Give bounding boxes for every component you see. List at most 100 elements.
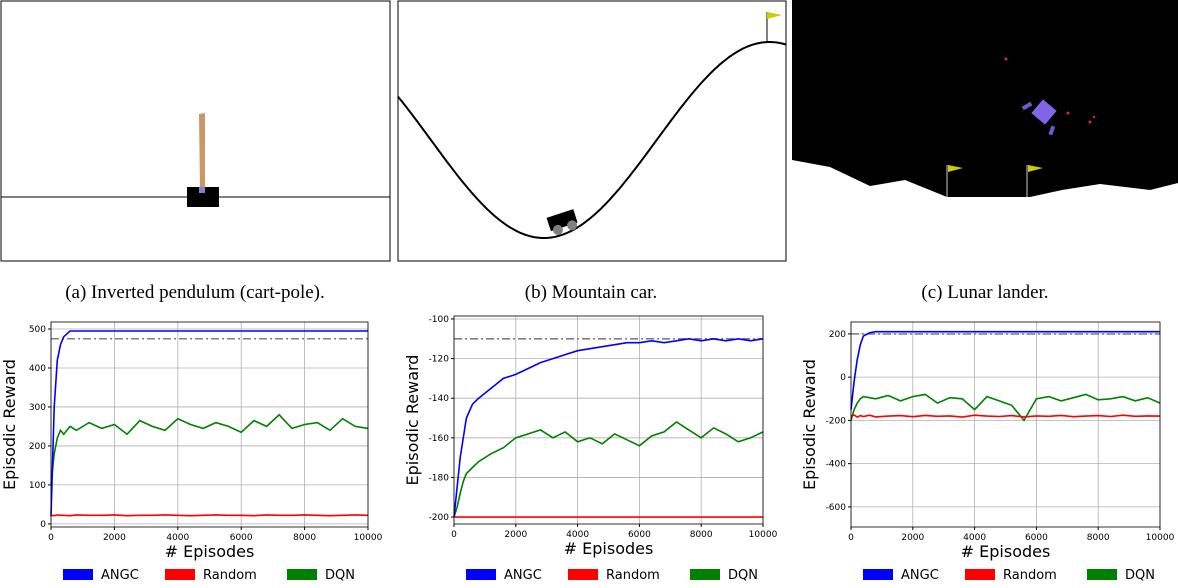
x-tick-label: 8000 [690, 530, 713, 540]
x-tick-label: 4000 [566, 530, 589, 540]
plot-area [851, 322, 1160, 527]
plot-frame [50, 321, 369, 528]
lander-leg [1048, 125, 1056, 136]
x-tick-label: 10000 [354, 533, 383, 543]
plot-area [51, 322, 368, 527]
series-line [850, 330, 1160, 410]
lander-leg [1021, 101, 1033, 111]
y-tick-label: 300 [29, 403, 46, 413]
car-body [546, 209, 578, 232]
x-axis-label: # Episodes [961, 542, 1051, 561]
legend-swatch [165, 569, 195, 580]
x-tick-label: 8000 [1087, 533, 1110, 543]
mountain-car-scene [397, 0, 787, 262]
y-tick-label: -200 [826, 416, 847, 426]
legend-swatch [690, 569, 720, 580]
y-tick-label: 500 [29, 325, 46, 335]
x-tick-label: 4000 [166, 533, 189, 543]
series-line [453, 337, 764, 518]
x-tick-label: 6000 [628, 530, 651, 540]
particle [1092, 115, 1096, 119]
x-tick-label: 6000 [230, 533, 253, 543]
flag [1028, 165, 1043, 172]
terrain [792, 160, 1178, 262]
y-tick-label: -600 [826, 503, 847, 513]
x-axis-label: # Episodes [165, 542, 255, 561]
y-tick-label: -160 [429, 434, 450, 444]
legend-label: DQN [325, 568, 355, 583]
y-tick-label: 0 [840, 373, 846, 383]
cart [187, 187, 219, 207]
wheel [567, 220, 578, 231]
legend-swatch [863, 569, 893, 580]
x-tick-label: 10000 [1146, 533, 1175, 543]
x-tick-label: 2000 [103, 533, 126, 543]
y-axis-label: Episodic Reward [403, 355, 422, 486]
legend-swatch [965, 569, 995, 580]
y-tick-label: 100 [29, 481, 46, 491]
plot-area [454, 316, 763, 524]
series-line [453, 421, 764, 518]
legend-label: DQN [1125, 568, 1155, 583]
x-tick-label: 2000 [504, 530, 527, 540]
lander [1031, 99, 1057, 125]
flag [948, 165, 963, 172]
y-tick-label: -200 [429, 513, 450, 523]
legend-swatch [63, 569, 93, 580]
series-line [50, 514, 369, 517]
legend-label: DQN [728, 568, 758, 583]
x-tick-label: 6000 [1025, 533, 1048, 543]
plot-frame [850, 321, 1161, 528]
legend-swatch [568, 569, 598, 580]
lunar-lander-scene [792, 0, 1178, 262]
mountain [397, 41, 787, 239]
pole [199, 113, 205, 190]
x-tick-label: 4000 [963, 533, 986, 543]
series-line [50, 330, 368, 517]
legend-label: ANGC [101, 568, 139, 583]
x-tick-label: 10000 [749, 530, 778, 540]
y-tick-label: -100 [429, 315, 450, 325]
legend-label: Random [203, 568, 257, 583]
series-line [850, 393, 1161, 422]
y-tick-label: 200 [829, 330, 846, 340]
y-tick-label: 400 [29, 364, 46, 374]
legend-swatch [1087, 569, 1117, 580]
chart: -200 -180 -160 -140 -120 -100 0 2000 4000 6000 800… [403, 315, 778, 583]
plot-frame [453, 315, 764, 525]
y-tick-label: -120 [429, 355, 450, 365]
y-tick-label: -400 [826, 460, 847, 470]
legend-label: Random [1003, 568, 1057, 583]
legend-swatch [287, 569, 317, 580]
car [546, 209, 578, 235]
axle [199, 187, 205, 193]
caption: (c) Lunar lander. [921, 282, 1048, 303]
chart: 0 100 200 300 400 500 0 2000 4000 6000 8000 10000 # … [0, 321, 383, 583]
y-tick-label: 200 [29, 442, 46, 452]
particle [1066, 111, 1070, 115]
legend-label: ANGC [901, 568, 939, 583]
x-axis-label: # Episodes [564, 539, 654, 558]
caption: (a) Inverted pendulum (cart-pole). [65, 282, 325, 303]
y-axis-label: Episodic Reward [800, 359, 819, 490]
x-tick-label: 8000 [293, 533, 316, 543]
particle [1088, 120, 1092, 124]
x-tick-label: 2000 [901, 533, 924, 543]
x-tick-label: 0 [848, 533, 854, 543]
legend-swatch [466, 569, 496, 580]
y-tick-label: 0 [40, 520, 46, 530]
x-tick-label: 0 [451, 530, 457, 540]
cartpole-scene [0, 0, 391, 262]
x-tick-label: 0 [48, 533, 54, 543]
series-line [850, 414, 1161, 419]
wheel [552, 224, 563, 235]
series-line [50, 413, 369, 485]
panel-border [0, 0, 391, 262]
y-tick-label: -140 [429, 394, 450, 404]
legend-label: ANGC [504, 568, 542, 583]
caption: (b) Mountain car. [525, 282, 657, 303]
flag [767, 12, 782, 19]
particle [1004, 57, 1008, 61]
panel-border [397, 0, 787, 262]
